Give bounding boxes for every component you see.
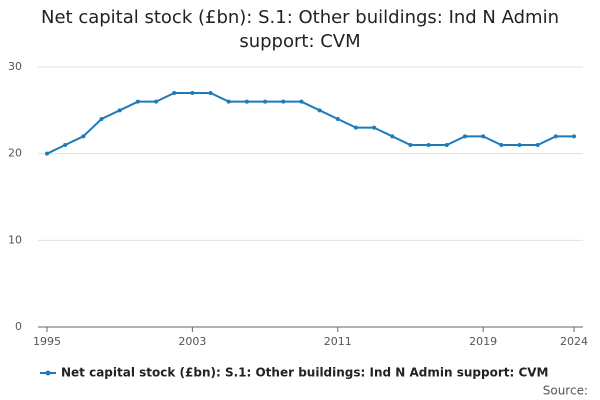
point bbox=[462, 134, 467, 139]
point bbox=[517, 143, 522, 147]
series-line bbox=[46, 92, 574, 155]
point bbox=[244, 99, 249, 104]
point bbox=[353, 125, 358, 130]
point bbox=[63, 143, 68, 147]
chart-title: Net capital stock (£bn): S.1: Other buil… bbox=[41, 7, 559, 52]
point bbox=[117, 108, 122, 113]
x-tick-label: 2019 bbox=[469, 335, 497, 348]
point bbox=[45, 151, 49, 156]
point bbox=[553, 134, 558, 139]
y-tick-label: 10 bbox=[8, 233, 22, 246]
point bbox=[281, 99, 286, 104]
point bbox=[154, 99, 159, 104]
point bbox=[135, 99, 140, 104]
y-tick-label: 30 bbox=[8, 60, 22, 73]
point bbox=[572, 134, 576, 139]
point bbox=[81, 134, 86, 139]
point bbox=[317, 108, 322, 113]
point bbox=[426, 143, 431, 147]
x-tick-label: 2024 bbox=[560, 335, 588, 348]
point bbox=[99, 117, 104, 121]
point bbox=[444, 143, 449, 147]
point bbox=[499, 143, 504, 147]
x-tick-label: 2003 bbox=[178, 335, 206, 348]
point bbox=[390, 134, 395, 139]
point bbox=[190, 91, 195, 95]
point bbox=[263, 99, 268, 104]
point bbox=[408, 143, 413, 147]
x-tick-label: 2011 bbox=[324, 335, 352, 348]
point bbox=[172, 91, 177, 95]
x-tick-label: 1995 bbox=[33, 335, 61, 348]
legend-marker bbox=[45, 370, 51, 376]
point bbox=[335, 117, 340, 121]
source: Source: bbox=[543, 384, 588, 398]
point bbox=[226, 99, 231, 104]
point bbox=[535, 143, 540, 147]
y-tick-label: 20 bbox=[8, 147, 22, 160]
y-tick-label: 0 bbox=[15, 320, 22, 333]
point bbox=[299, 99, 304, 104]
point bbox=[208, 91, 213, 95]
point bbox=[481, 134, 486, 139]
legend-label: Net capital stock (£bn): S.1: Other buil… bbox=[61, 366, 549, 380]
point bbox=[372, 125, 377, 130]
